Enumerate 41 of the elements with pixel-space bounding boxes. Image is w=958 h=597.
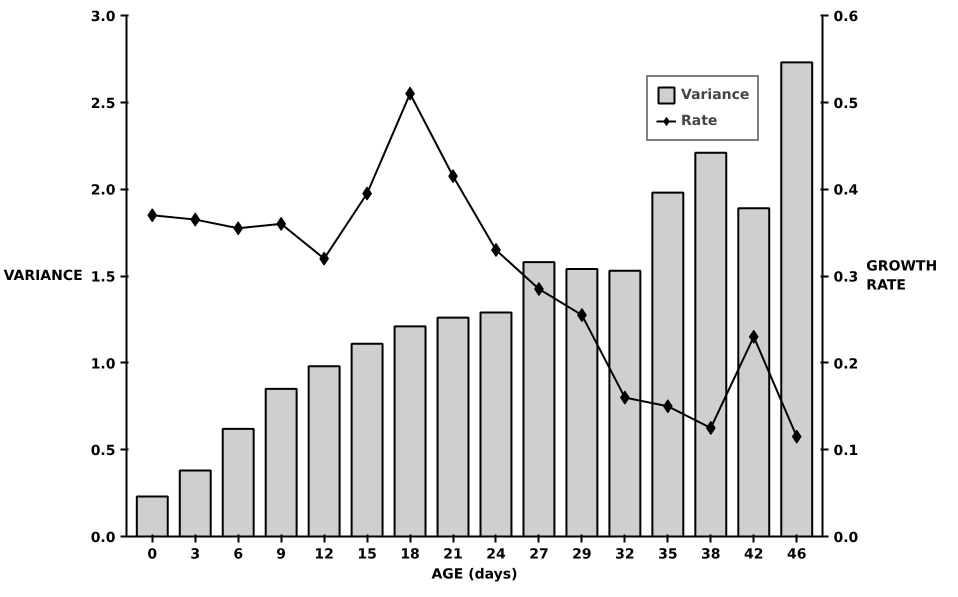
x-tick-label: 38 <box>701 546 721 562</box>
y2-tick-label: 0.1 <box>834 443 858 460</box>
y2-tick-label: 0.3 <box>834 270 858 286</box>
y2-tick-label: 0.2 <box>834 356 858 372</box>
y2-tick-label: 0.0 <box>834 530 859 546</box>
x-tick-label: 3 <box>190 546 200 562</box>
y2-tick-label: 0.5 <box>834 96 858 112</box>
x-tick-label: 27 <box>529 546 549 562</box>
y-tick-label: 0.5 <box>90 443 116 460</box>
y2-axis-title: GROWTH RATE <box>866 258 938 294</box>
x-tick-label: 42 <box>744 546 764 562</box>
x-tick-label: 6 <box>233 546 244 562</box>
x-tick-label: 24 <box>486 546 506 562</box>
y-tick-label: 1.5 <box>90 270 116 286</box>
x-tick-label: 9 <box>276 546 286 562</box>
x-tick-label: 18 <box>400 546 420 562</box>
x-tick-label: 32 <box>615 546 635 562</box>
y-tick-label: 0.0 <box>90 530 116 546</box>
legend-label: Rate <box>681 113 718 129</box>
x-tick-label: 46 <box>786 546 806 562</box>
legend-label: Variance <box>681 87 750 103</box>
point <box>706 420 716 435</box>
y-tick-label: 1.0 <box>90 356 116 372</box>
x-tick-label: 35 <box>658 546 678 562</box>
y-tick-label: 3.0 <box>90 9 116 25</box>
point <box>792 430 802 444</box>
x-tick-label: 29 <box>572 546 592 562</box>
point <box>233 221 244 236</box>
x-tick-label: 12 <box>314 546 334 562</box>
x-axis-title: AGE (days) <box>431 566 518 582</box>
y-tick-label: 2.5 <box>90 96 116 112</box>
x-tick-label: 21 <box>443 546 463 562</box>
x-tick-label: 0 <box>147 546 158 562</box>
point <box>190 212 200 227</box>
y2-tick-label: 0.6 <box>834 9 858 25</box>
x-tick-label: 15 <box>357 546 377 562</box>
point <box>748 330 759 344</box>
y2-tick-label: 0.4 <box>834 182 859 199</box>
y-axis-title: VARIANCE <box>4 268 83 284</box>
point <box>147 208 158 222</box>
y-tick-label: 2.0 <box>90 182 116 199</box>
